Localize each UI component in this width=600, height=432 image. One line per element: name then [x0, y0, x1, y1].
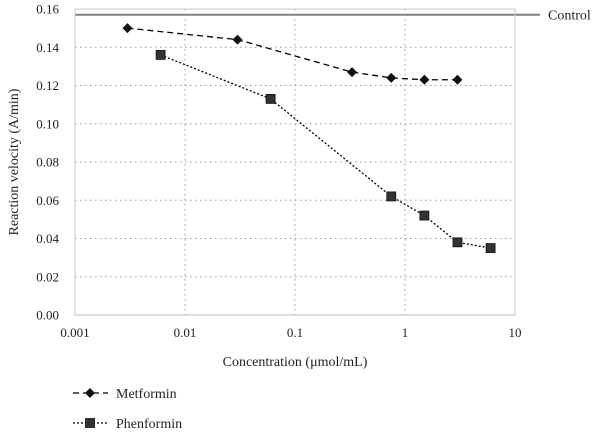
legend: Metformin Phenformin — [73, 387, 182, 432]
legend-item-metformin: Metformin — [73, 387, 177, 402]
legend-marker — [85, 388, 95, 398]
data-point — [452, 237, 463, 248]
x-tick-label: 10 — [509, 325, 522, 340]
legend-label: Metformin — [116, 387, 177, 402]
control-reference: Control — [75, 9, 591, 24]
data-point — [347, 67, 358, 78]
legend-marker — [85, 418, 95, 428]
y-axis-ticks: 0.00 0.02 0.04 0.06 0.08 0.10 0.12 0.14 0.16 — [36, 2, 59, 323]
data-point — [155, 50, 166, 60]
y-tick-label: 0.04 — [36, 231, 59, 246]
plot-frame — [74, 8, 516, 316]
x-tick-label: 0.1 — [287, 325, 303, 340]
series-metformin — [122, 23, 463, 85]
y-axis-title: Reaction velocity (A/min) — [7, 88, 22, 235]
data-series — [122, 23, 496, 253]
y-tick-label: 0.16 — [36, 2, 59, 17]
y-tick-label: 0.08 — [36, 155, 59, 170]
y-tick-label: 0.12 — [36, 78, 59, 93]
y-tick-label: 0.14 — [36, 40, 59, 55]
y-tick-label: 0.02 — [36, 269, 59, 284]
x-axis-ticks: 0.001 0.01 0.1 1 10 — [60, 325, 521, 340]
data-point — [122, 23, 133, 34]
series-line — [127, 27, 458, 81]
x-tick-label: 0.001 — [60, 325, 89, 340]
data-point — [419, 210, 430, 221]
series-line — [160, 54, 491, 249]
data-point — [232, 34, 243, 45]
y-tick-label: 0.10 — [36, 116, 59, 131]
data-point — [265, 93, 276, 104]
data-point — [419, 74, 430, 85]
data-point — [386, 191, 397, 202]
x-tick-label: 1 — [402, 325, 409, 340]
data-point — [452, 74, 463, 85]
legend-label: Phenformin — [116, 417, 182, 432]
data-point — [485, 243, 496, 253]
grid-lines — [75, 8, 515, 315]
data-point — [386, 72, 397, 83]
x-axis-title: Concentration (μmol/mL) — [223, 355, 368, 370]
x-tick-label: 0.01 — [174, 325, 197, 340]
series-phenformin — [155, 50, 496, 253]
y-tick-label: 0.06 — [36, 193, 59, 208]
control-label: Control — [548, 9, 591, 24]
legend-item-phenformin: Phenformin — [73, 417, 182, 432]
y-tick-label: 0.00 — [36, 308, 59, 323]
